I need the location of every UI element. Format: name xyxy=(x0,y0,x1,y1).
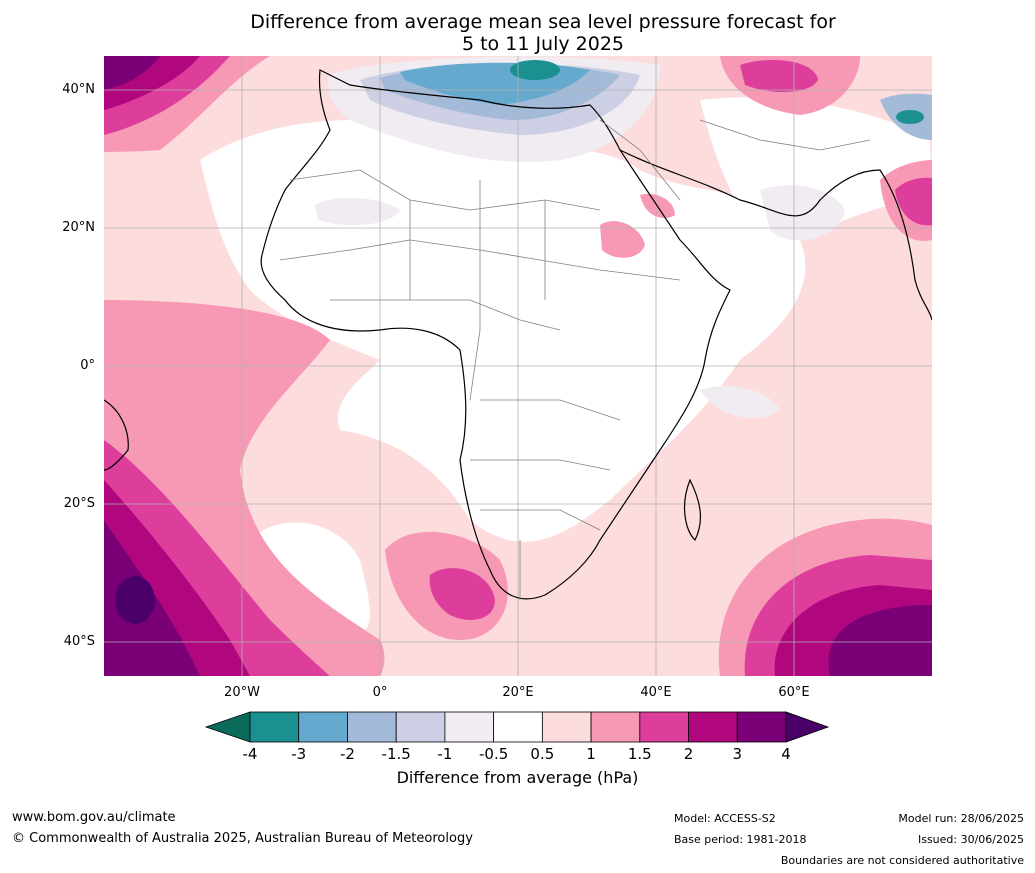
colorbar-segment xyxy=(639,711,689,743)
footer-disclaimer: Boundaries are not considered authoritat… xyxy=(780,854,1024,867)
negative-anomaly-3-mediterranean xyxy=(510,60,560,80)
positive-anomaly-2-middle-east xyxy=(740,60,818,92)
colorbar-tick-label: 4 xyxy=(781,745,791,763)
colorbar-tick-label: 1 xyxy=(586,745,596,763)
colorbar-segment xyxy=(444,711,495,743)
positive-anomaly-2-india xyxy=(895,177,932,226)
footer-base-period: Base period: 1981-2018 xyxy=(674,833,807,846)
lat-label-40n: 40°N xyxy=(62,82,95,97)
lat-label-equator: 0° xyxy=(80,358,95,373)
negative-anomaly-indian-ocean xyxy=(700,386,780,419)
colorbar-tick-label: -4 xyxy=(242,745,258,763)
colorbar-segment xyxy=(541,711,592,743)
lat-label-40s: 40°S xyxy=(63,634,95,649)
colorbar-tick-label: 1.5 xyxy=(627,745,652,763)
footer-copyright: © Commonwealth of Australia 2025, Austra… xyxy=(12,831,473,846)
positive-anomaly-4-nw xyxy=(104,56,160,90)
lon-label-0: 0° xyxy=(372,685,388,700)
colorbar-tick-label: -3 xyxy=(291,745,307,763)
colorbar-tick-label: -1.5 xyxy=(381,745,411,763)
colorbar-segment xyxy=(688,711,738,743)
lon-label-60e: 60°E xyxy=(778,685,810,700)
colorbar-extend-low xyxy=(204,711,251,743)
graticule xyxy=(104,56,932,676)
colorbar-segment xyxy=(298,711,348,743)
neutral-anomaly-region-asia xyxy=(700,97,932,250)
lon-label-20e: 20°E xyxy=(502,685,534,700)
lat-label-20s: 20°S xyxy=(63,496,95,511)
footer-model-run: Model run: 28/06/2025 xyxy=(898,812,1024,825)
colorbar-tick-label: 3 xyxy=(732,745,743,763)
colorbar-segment xyxy=(249,711,300,743)
footer-website-link[interactable]: www.bom.gov.au/climate xyxy=(12,810,176,825)
positive-anomaly-red-sea xyxy=(600,221,645,258)
positive-anomaly-max-sw xyxy=(115,576,155,624)
chart-title-line2: 5 to 11 July 2025 xyxy=(461,33,625,55)
colorbar-tick-label: -1 xyxy=(437,745,453,763)
negative-anomaly-sahara xyxy=(315,198,400,226)
colorbar-tick-label: 2 xyxy=(683,745,694,763)
colorbar-tick-label: -2 xyxy=(339,745,355,763)
colorbar-tick-label: -0.5 xyxy=(478,745,509,763)
colorbar-segment xyxy=(347,711,397,743)
colorbar-segment xyxy=(395,711,446,743)
lon-label-40e: 40°E xyxy=(640,685,672,700)
chart-title-line1: Difference from average mean sea level p… xyxy=(250,11,836,33)
neutral-anomaly-region-south-atlantic xyxy=(250,522,370,632)
footer-issued: Issued: 30/06/2025 xyxy=(917,833,1024,846)
colorbar-segment xyxy=(590,711,641,743)
negative-anomaly-himalaya-core xyxy=(896,110,924,124)
colorbar-title: Difference from average (hPa) xyxy=(396,768,639,787)
neutral-anomaly-region xyxy=(200,120,806,542)
colorbar-segment xyxy=(736,711,787,743)
colorbar-extend-high xyxy=(785,711,830,743)
country-borders xyxy=(279,119,871,600)
positive-anomaly-2-south-africa xyxy=(429,568,495,620)
footer-model: Model: ACCESS-S2 xyxy=(674,812,776,825)
lat-label-20n: 20°N xyxy=(62,220,95,235)
lon-label-20w: 20°W xyxy=(224,685,260,700)
coastlines xyxy=(104,69,932,600)
negative-anomaly-arabia xyxy=(760,185,845,241)
colorbar-tick-label: 0.5 xyxy=(530,745,555,763)
colorbar-segment xyxy=(493,711,543,743)
positive-anomaly-4-se xyxy=(828,605,932,676)
